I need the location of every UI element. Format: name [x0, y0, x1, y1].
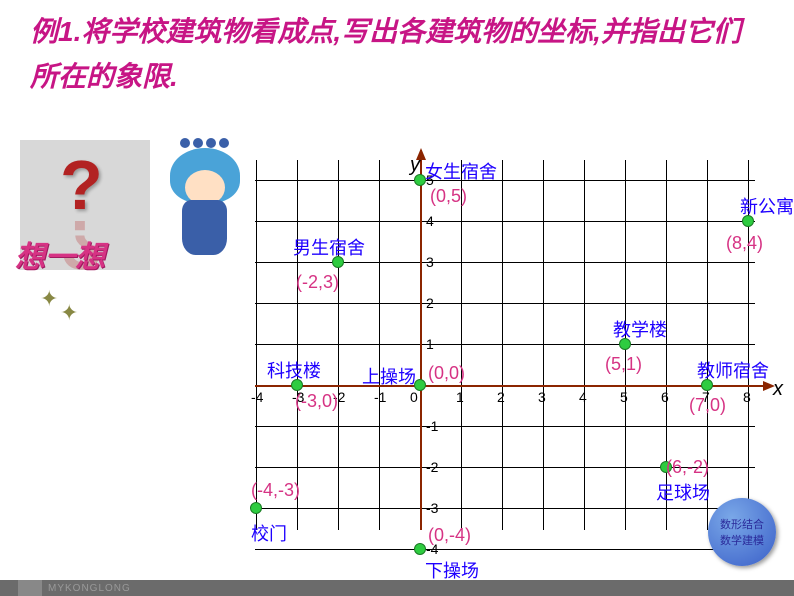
- x-axis-label: x: [773, 378, 783, 401]
- y-axis: [420, 150, 422, 530]
- data-point: [250, 502, 262, 514]
- point-coord: (0,-4): [428, 525, 471, 546]
- point-name: 新公寓: [740, 193, 794, 219]
- point-coord: (-4,-3): [251, 480, 300, 501]
- decorative-images: ? ?: [20, 140, 250, 300]
- y-tick: -1: [426, 418, 438, 434]
- star-icon: ✦: [40, 286, 58, 312]
- think-prompt: 想一想: [15, 232, 105, 276]
- point-name: 足球场: [656, 479, 710, 505]
- badge-line2: 数学建模: [720, 532, 764, 548]
- point-name: 教学楼: [613, 316, 667, 342]
- x-tick: 8: [743, 389, 751, 405]
- grid-hline: [255, 262, 755, 263]
- x-tick: 5: [620, 389, 628, 405]
- badge-line1: 数形结合: [720, 516, 764, 532]
- point-coord: (-3,0): [295, 391, 338, 412]
- x-tick: 3: [538, 389, 546, 405]
- point-name: 女生宿舍: [425, 158, 497, 184]
- point-coord: (8,4): [726, 233, 763, 254]
- point-coord: (5,1): [605, 354, 642, 375]
- y-tick: -3: [426, 500, 438, 516]
- point-name: 上操场: [362, 363, 416, 389]
- x-tick: -1: [374, 389, 386, 405]
- grid-vline: [379, 160, 380, 530]
- footer-text: MYKONGLONG: [48, 583, 131, 594]
- grid-hline: [255, 344, 755, 345]
- point-name: 科技楼: [267, 357, 321, 383]
- coordinate-chart: y x -4-3-2-112345678012345-1-2-3-4女生宿舍(0…: [255, 160, 790, 560]
- grid-vline: [256, 160, 257, 530]
- y-tick: 2: [426, 295, 434, 311]
- y-tick: 1: [426, 336, 434, 352]
- y-tick: -2: [426, 459, 438, 475]
- y-tick: 3: [426, 254, 434, 270]
- x-tick: 4: [579, 389, 587, 405]
- grid-hline: [255, 180, 755, 181]
- grid-hline: [255, 303, 755, 304]
- grid-hline: [255, 508, 755, 509]
- x-tick: 1: [456, 389, 464, 405]
- grid-hline: [255, 221, 755, 222]
- x-axis: [255, 385, 765, 387]
- grid-vline: [502, 160, 503, 530]
- point-coord: (0,5): [430, 186, 467, 207]
- point-coord: (6,-2): [666, 457, 709, 478]
- page-title: 例1.将学校建筑物看成点,写出各建筑物的坐标,并指出它们所在的象限.: [30, 10, 764, 100]
- grid-vline: [584, 160, 585, 530]
- grid-hline: [255, 426, 755, 427]
- grid-vline: [543, 160, 544, 530]
- star-icon: ✦: [60, 300, 78, 326]
- y-tick: 4: [426, 213, 434, 229]
- point-name: 男生宿舍: [293, 234, 365, 260]
- point-coord: (7,0): [689, 395, 726, 416]
- x-tick: 6: [661, 389, 669, 405]
- data-point: [414, 543, 426, 555]
- footer-block: [18, 580, 42, 596]
- point-name: 校门: [251, 520, 287, 546]
- grid-vline: [338, 160, 339, 530]
- grid-vline: [461, 160, 462, 530]
- anime-character-icon: [160, 140, 250, 270]
- x-tick: 2: [497, 389, 505, 405]
- origin-tick: 0: [410, 389, 418, 405]
- point-coord: (-2,3): [296, 272, 339, 293]
- grid-hline: [255, 549, 755, 550]
- point-coord: (0,0): [428, 363, 465, 384]
- concept-badge: 数形结合 数学建模: [708, 498, 776, 566]
- grid-vline: [297, 160, 298, 530]
- x-tick: -4: [251, 389, 263, 405]
- point-name: 教师宿舍: [697, 357, 769, 383]
